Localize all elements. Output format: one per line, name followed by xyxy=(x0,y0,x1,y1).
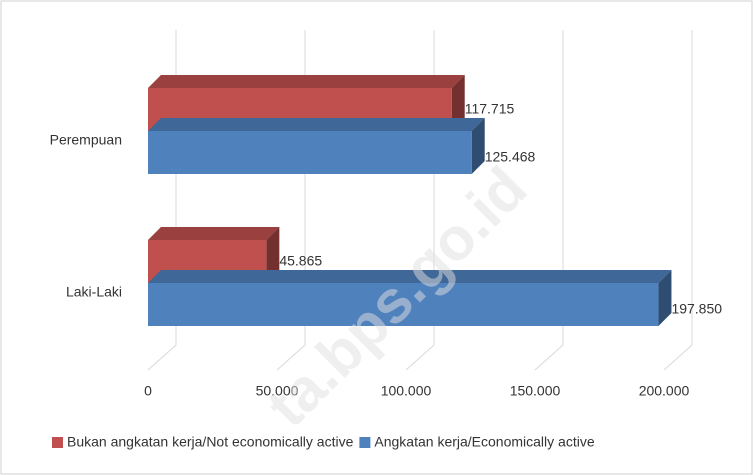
bar-top xyxy=(148,118,485,131)
data-label: 117.715 xyxy=(465,101,515,117)
bar xyxy=(148,118,485,174)
bar xyxy=(148,270,672,326)
data-label: 45.865 xyxy=(279,253,322,269)
x-tick-label: 0 xyxy=(144,383,152,399)
bar-side xyxy=(451,75,465,131)
grid-line xyxy=(534,30,564,371)
x-tick-label: 200.000 xyxy=(639,383,690,399)
data-label: 197.850 xyxy=(671,301,722,317)
bar-top xyxy=(148,75,465,88)
x-tick-label: 100.000 xyxy=(381,383,432,399)
bar-front xyxy=(148,283,659,326)
legend-label: Angkatan kerja/Economically active xyxy=(374,434,594,450)
bar-front xyxy=(148,131,472,174)
bar-side xyxy=(658,270,672,326)
bar-side xyxy=(266,227,280,283)
data-label: 125.468 xyxy=(485,149,536,165)
bar-top xyxy=(148,227,280,240)
bar-top xyxy=(148,270,672,283)
y-tick-label: Laki-Laki xyxy=(66,284,122,300)
legend-swatch xyxy=(359,437,371,448)
y-tick-label: Perempuan xyxy=(50,132,122,148)
bar-side xyxy=(471,118,485,174)
x-tick-label: 50.000 xyxy=(256,383,299,399)
legend-label: Bukan angkatan kerja/Not economically ac… xyxy=(67,434,354,450)
grid-line xyxy=(663,30,693,371)
legend-swatch xyxy=(52,437,63,448)
x-tick-label: 150.000 xyxy=(510,383,561,399)
